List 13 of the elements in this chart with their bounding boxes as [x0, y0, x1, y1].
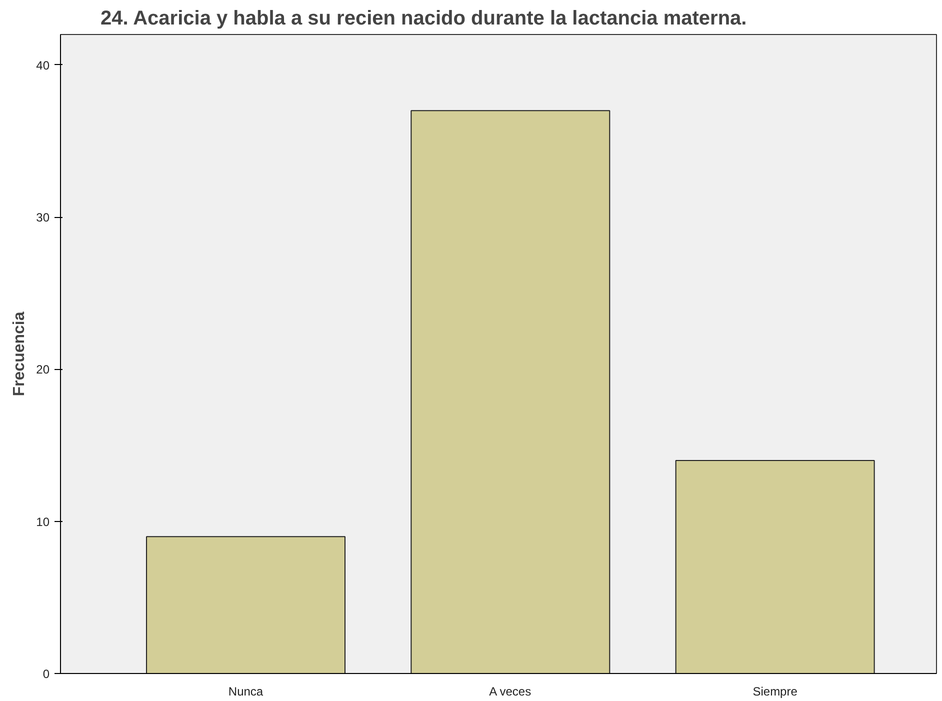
x-tick-label: Nunca — [228, 684, 264, 698]
bar — [410, 110, 610, 674]
y-tick-label: 30 — [36, 210, 50, 225]
y-tick-label: 40 — [36, 58, 50, 72]
chart-title: 24. Acaricia y habla a su recien nacido durante la lactancia materna. — [100, 8, 747, 30]
y-tick-label: 0 — [42, 667, 50, 681]
bar — [675, 460, 875, 674]
y-tick-label: 10 — [36, 514, 50, 529]
x-tick-label: A veces — [489, 684, 532, 698]
y-tick-label: 20 — [36, 362, 50, 377]
x-tick-label: Siempre — [752, 684, 798, 698]
bar — [146, 536, 346, 674]
y-axis-title: Frecuencia — [11, 312, 28, 396]
